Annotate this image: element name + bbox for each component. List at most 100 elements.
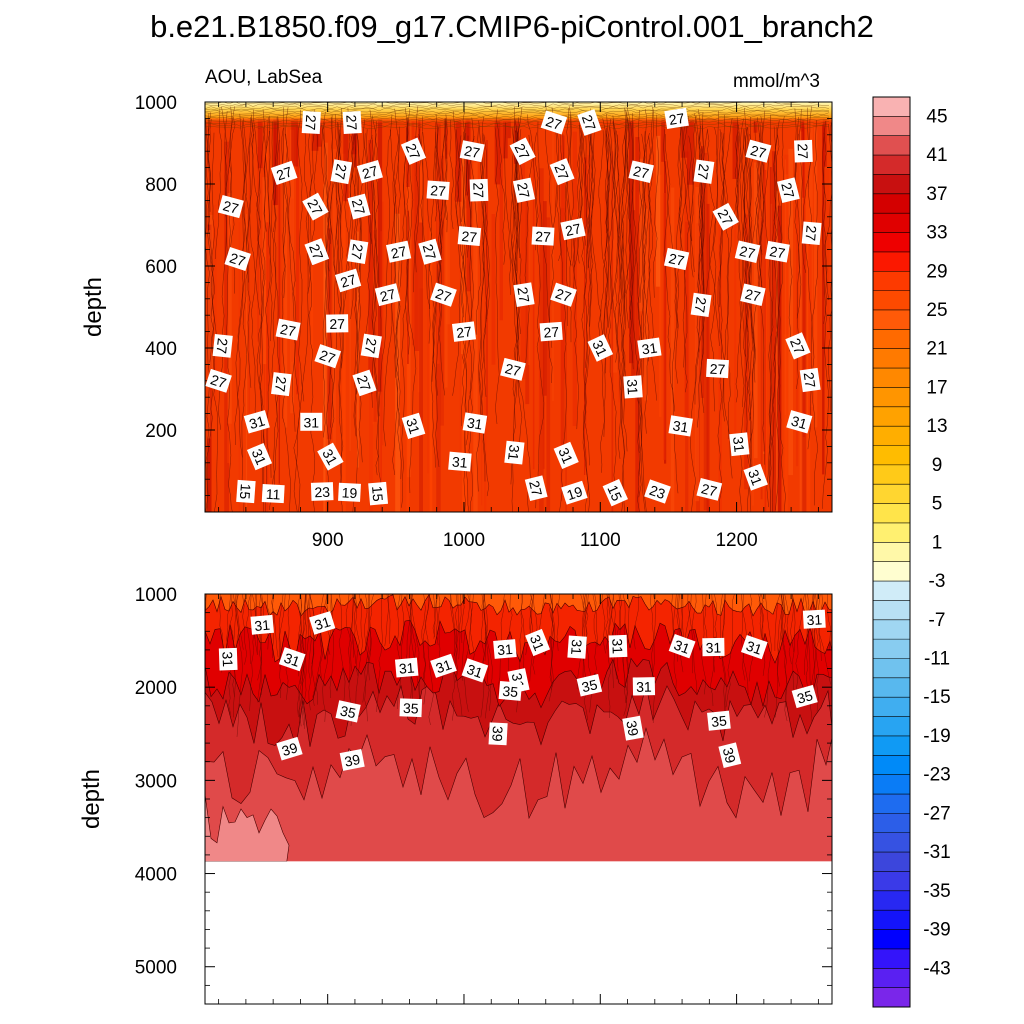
contour-label: 31: [309, 611, 336, 635]
upper-field-streak: [631, 210, 636, 383]
contour-label-text: 27: [470, 182, 487, 198]
lower-contour-line: [764, 594, 772, 718]
colorbar-label: -31: [923, 842, 950, 863]
colorbar-label: -3: [929, 571, 946, 592]
upper-field-streak: [670, 187, 675, 512]
colorbar-label: -39: [923, 920, 950, 941]
contour-label-text: 27: [692, 296, 710, 314]
contour-label-text: 27: [463, 142, 482, 161]
upper-contour-line: [620, 119, 627, 390]
upper-contour-line: [768, 126, 778, 512]
upper-field-streak: [684, 151, 690, 419]
upper-contour-line: [637, 109, 643, 453]
lower-contour-line: [592, 594, 599, 647]
contour-label: 39: [718, 742, 742, 769]
upper-field-streak: [695, 186, 700, 502]
contour-label-text: 27: [511, 141, 532, 162]
upper-contour-line: [584, 134, 588, 246]
lower-contour-line: [748, 594, 755, 682]
upper-contour-line: [504, 122, 512, 295]
colorbar-swatch: [873, 484, 910, 504]
colorbar-swatch: [873, 522, 910, 543]
contour-label-box: [561, 480, 588, 505]
y-tick-label: 600: [145, 257, 177, 278]
upper-contour-line: [455, 129, 464, 318]
contour-label-box: [368, 481, 389, 506]
lower-contour-line: [775, 594, 784, 718]
contour-label-box: [786, 410, 813, 434]
lower-contour-line: [421, 594, 426, 705]
y-tick-label: 1000: [135, 93, 177, 114]
upper-contour-line: [773, 134, 786, 512]
contour-label: 27: [217, 195, 244, 219]
upper-contour-line: [639, 106, 655, 303]
contour-label: 31: [394, 657, 419, 678]
contour-label-text: 27: [343, 114, 360, 131]
contour-label-text: 31: [496, 641, 513, 658]
lower-y-axis-label: depth: [78, 769, 105, 829]
contour-label-box: [608, 634, 628, 658]
upper-contour-line: [803, 107, 819, 506]
upper-contour-line: [609, 126, 618, 363]
upper-y-axis-label: depth: [80, 277, 107, 337]
upper-field-streak: [685, 221, 689, 512]
lower-contour-line: [549, 594, 554, 691]
contour-label-text: 31: [451, 453, 468, 470]
contour-label: 31: [525, 628, 551, 657]
upper-field-streak: [700, 146, 704, 398]
colorbar-swatch: [873, 794, 910, 814]
contour-label-box: [668, 633, 696, 659]
upper-contour-line: [607, 134, 620, 328]
contour-label-box: [531, 226, 555, 246]
contour-label-text: 27: [668, 110, 686, 128]
contour-label-box: [401, 412, 426, 440]
upper-contour-line: [600, 133, 610, 437]
contour-label: 15: [368, 481, 389, 506]
contour-label: 27: [302, 192, 329, 221]
contour-label-text: 27: [213, 337, 231, 354]
contour-label: 27: [794, 139, 813, 163]
contour-label-text: 27: [535, 228, 552, 245]
colorbar-swatch: [873, 948, 910, 969]
contour-label: 31: [462, 412, 488, 434]
colorbar-swatch: [873, 368, 910, 388]
contour-label-box: [400, 137, 427, 165]
contour-label-box: [664, 107, 689, 130]
contour-label: 27: [765, 240, 790, 263]
contour-label-text: 27: [768, 243, 786, 261]
contour-label-box: [418, 238, 442, 265]
lower-contour-line: [483, 594, 493, 711]
contour-label-box: [765, 240, 790, 263]
upper-contour-line: [365, 129, 373, 245]
contour-label: 35: [707, 710, 731, 731]
chart-subtitle-variable: AOU, LabSea: [205, 67, 323, 88]
contour-label-box: [347, 239, 369, 264]
upper-field-streak: [552, 130, 554, 402]
upper-field-streak: [788, 148, 793, 476]
lower-contour-line: [784, 594, 792, 665]
contour-label-box: [587, 334, 614, 362]
lower-contour-line: [633, 594, 639, 650]
upper-field-streak: [419, 222, 423, 512]
upper-field-streak: [527, 169, 531, 365]
colorbar-swatch: [873, 987, 910, 1008]
upper-contour-line: [413, 116, 424, 293]
upper-field-streak: [427, 151, 430, 474]
contour-label: 15: [602, 478, 628, 507]
contour-label: 31: [786, 410, 813, 434]
upper-field-streak: [799, 131, 803, 512]
upper-field-streak: [381, 201, 384, 446]
contour-label-box: [513, 282, 535, 307]
contour-label: 27: [426, 180, 450, 200]
upper-field-streak: [368, 140, 373, 394]
contour-label-box: [500, 357, 526, 381]
upper-field-streak: [822, 124, 825, 475]
contour-label-box: [224, 247, 251, 271]
upper-contour-line: [524, 134, 533, 365]
contour-label-box: [696, 478, 723, 501]
upper-contour-line: [439, 119, 448, 299]
contour-label-text: 27: [551, 162, 572, 183]
contour-label-text: 31: [568, 639, 585, 656]
lower-contour-line: [259, 594, 262, 695]
contour-label-box: [385, 240, 412, 263]
